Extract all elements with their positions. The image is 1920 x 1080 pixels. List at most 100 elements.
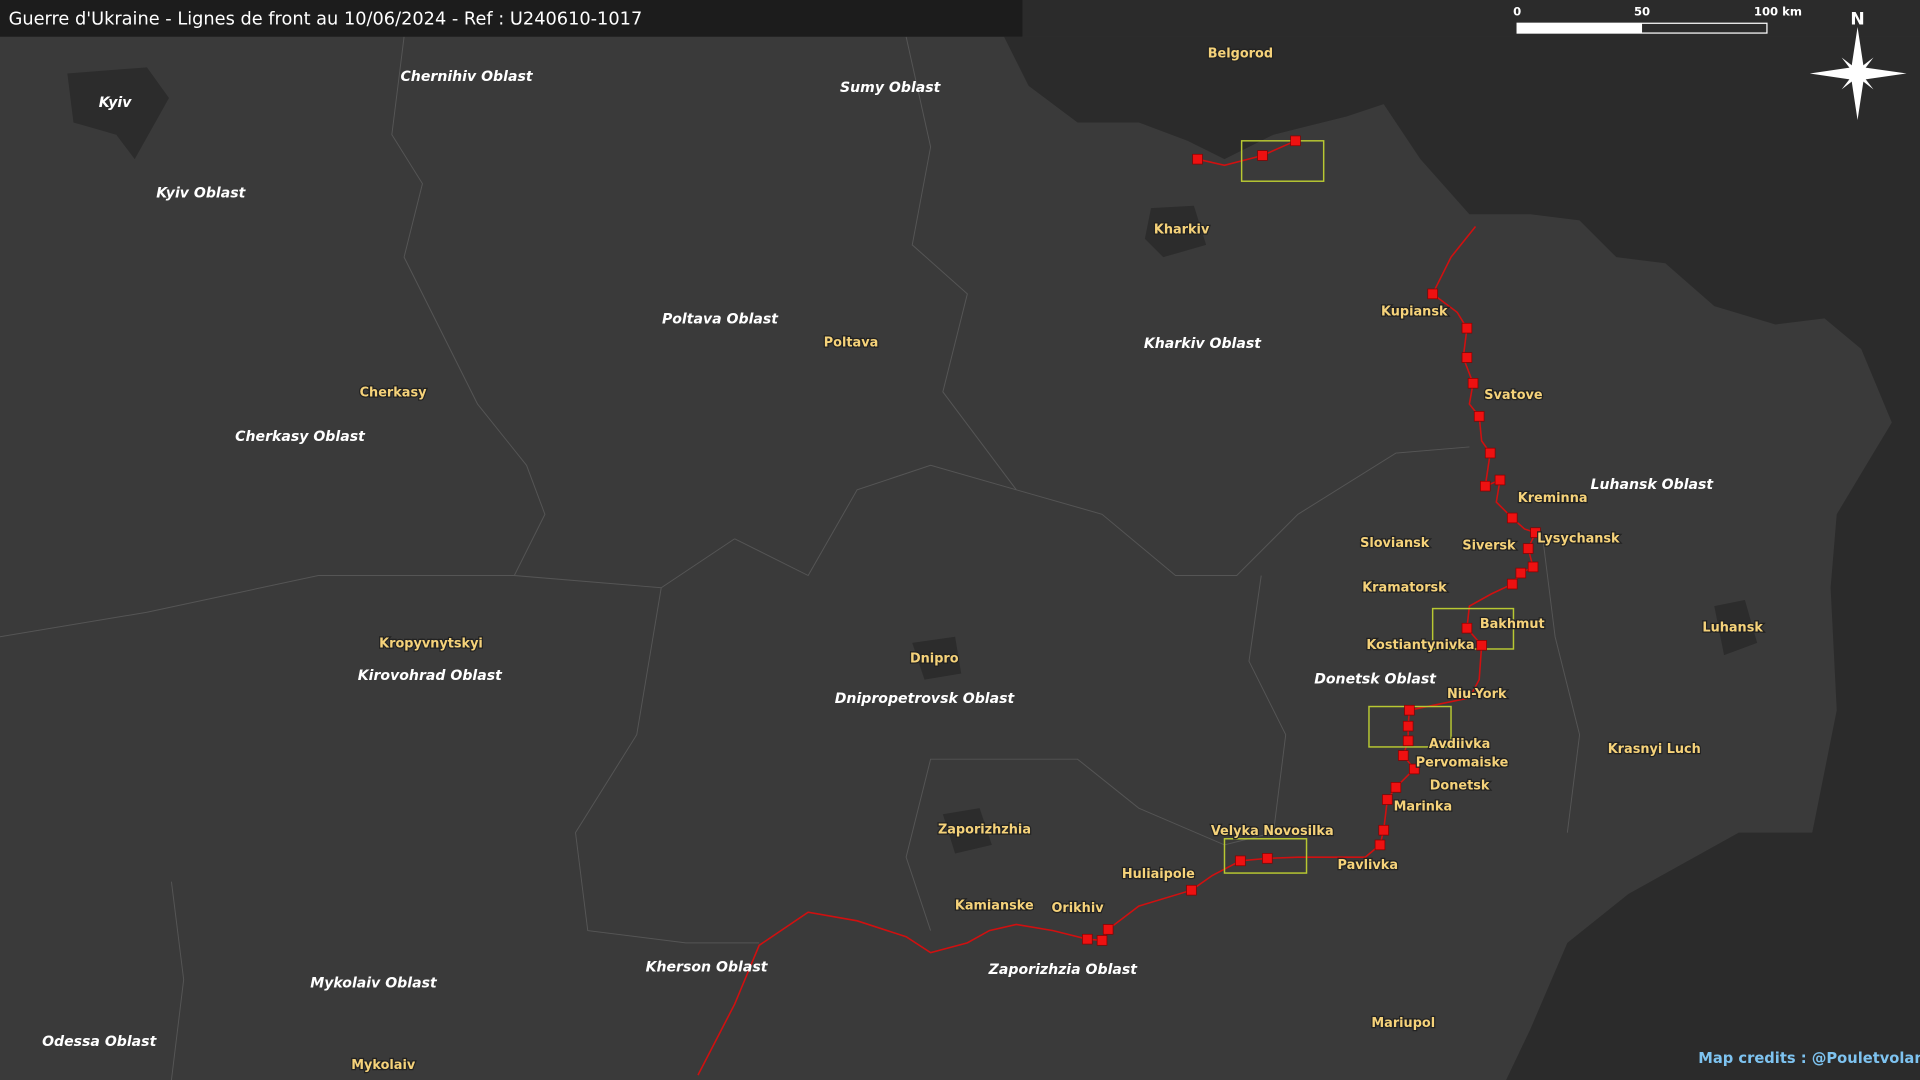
front-marker bbox=[1192, 153, 1203, 165]
oblast-label: Kharkiv Oblast bbox=[1144, 336, 1262, 352]
front-marker bbox=[1494, 474, 1506, 486]
city-label: Kharkiv bbox=[1154, 223, 1210, 238]
front-marker bbox=[1404, 704, 1415, 716]
city-label: Kupiansk bbox=[1381, 305, 1448, 320]
city-label: Velyka Novosilka bbox=[1211, 824, 1334, 839]
scale-bar-fill bbox=[1517, 23, 1643, 34]
title-bar-right bbox=[1022, 0, 1920, 37]
oblast-label: Chernihiv Oblast bbox=[400, 69, 533, 85]
city-label: Krasnyi Luch bbox=[1608, 742, 1701, 757]
city-label: Marinka bbox=[1394, 799, 1453, 814]
city-label: Pervomaiske bbox=[1416, 755, 1509, 770]
credits: Map credits : @Pouletvolant3 bbox=[1698, 1050, 1920, 1067]
front-marker bbox=[1506, 578, 1518, 590]
city-label: Zaporizhzhia bbox=[938, 823, 1031, 838]
front-marker bbox=[1186, 884, 1197, 896]
city-label: Svatove bbox=[1484, 388, 1543, 403]
city-label: Cherkasy bbox=[360, 386, 427, 401]
city-label: Dnipro bbox=[910, 651, 959, 666]
city-areas bbox=[67, 67, 1758, 854]
city-label: Siversk bbox=[1462, 539, 1516, 554]
front-marker bbox=[1390, 782, 1402, 793]
front-marker bbox=[1374, 839, 1386, 851]
title-bar bbox=[0, 0, 1023, 37]
front-marker bbox=[1515, 567, 1527, 579]
front-marker bbox=[1522, 543, 1534, 554]
front-marker bbox=[1262, 853, 1273, 864]
front-marker bbox=[1527, 561, 1539, 573]
city-label: Kamianske bbox=[955, 899, 1034, 914]
front-marker bbox=[1402, 720, 1414, 732]
front-marker bbox=[1467, 378, 1479, 389]
oblast-label: Luhansk Oblast bbox=[1591, 477, 1715, 493]
scale-label: 100 km bbox=[1754, 5, 1802, 19]
front-marker bbox=[1257, 150, 1268, 161]
city-label: Niu-York bbox=[1447, 687, 1507, 702]
front-marker bbox=[1461, 322, 1473, 334]
oblast-label: Zaporizhzia Oblast bbox=[988, 962, 1139, 978]
front-marker bbox=[1473, 411, 1485, 422]
front-marker bbox=[1382, 794, 1393, 805]
front-layer bbox=[697, 135, 1541, 1076]
city-label: Belgorod bbox=[1208, 46, 1273, 61]
russia-area bbox=[1004, 36, 1920, 1080]
north-label: N bbox=[1850, 10, 1864, 30]
front-marker bbox=[1402, 735, 1414, 747]
front-line bbox=[697, 226, 1537, 1076]
oblast-label: Donetsk Oblast bbox=[1314, 672, 1437, 688]
front-line bbox=[1197, 140, 1296, 167]
scale-label: 50 bbox=[1634, 5, 1650, 19]
oblast-label: Kirovohrad Oblast bbox=[358, 668, 503, 684]
front-marker bbox=[1082, 933, 1093, 945]
front-marker bbox=[1427, 288, 1438, 300]
city-label: Mykolaiv bbox=[351, 1058, 416, 1073]
city-label: Kropyvnytskyi bbox=[379, 637, 483, 652]
front-marker bbox=[1484, 447, 1496, 459]
front-marker bbox=[1461, 352, 1473, 363]
city-label: Mariupol bbox=[1371, 1016, 1435, 1031]
labels-layer: Chernihiv Oblast Sumy Oblast Kyiv Kyiv Obla… bbox=[42, 45, 1765, 1074]
city-label: Donetsk bbox=[1430, 779, 1490, 794]
oblast-label: Kherson Oblast bbox=[646, 959, 769, 975]
city-label: Pavlivka bbox=[1338, 858, 1399, 873]
front-marker bbox=[1235, 855, 1246, 867]
front-marker bbox=[1290, 135, 1301, 147]
focus-box bbox=[1223, 838, 1308, 874]
oblast-label: Mykolaiv Oblast bbox=[310, 975, 438, 991]
oblast-label: Kyiv Oblast bbox=[156, 185, 246, 201]
city-label: Kostiantynivka bbox=[1366, 638, 1474, 653]
city-label: Lysychansk bbox=[1537, 531, 1620, 546]
front-marker bbox=[1096, 935, 1108, 946]
front-marker bbox=[1530, 527, 1541, 538]
front-marker bbox=[1480, 480, 1491, 492]
oblast-label: Kyiv bbox=[99, 95, 132, 111]
front-marker bbox=[1506, 512, 1518, 524]
city-label: Orikhiv bbox=[1051, 901, 1104, 916]
front-marker bbox=[1398, 750, 1409, 761]
oblast-label: Dnipropetrovsk Oblast bbox=[835, 691, 1016, 707]
oblast-borders bbox=[0, 36, 1581, 1080]
front-marker bbox=[1476, 640, 1487, 651]
city-label: Luhansk bbox=[1702, 621, 1763, 636]
city-label: Sloviansk bbox=[1360, 536, 1430, 551]
city-label: Kramatorsk bbox=[1362, 580, 1447, 595]
oblast-label: Poltava Oblast bbox=[662, 312, 779, 328]
city-label: Avdiivka bbox=[1429, 737, 1490, 752]
front-marker bbox=[1378, 824, 1389, 836]
front-marker bbox=[1409, 763, 1420, 775]
oblast-label: Odessa Oblast bbox=[42, 1034, 158, 1050]
focus-box bbox=[1240, 140, 1325, 182]
title: Guerre d'Ukraine - Lignes de front au 10… bbox=[9, 10, 643, 30]
front-marker bbox=[1102, 924, 1114, 935]
focus-box bbox=[1431, 607, 1515, 650]
city-label: Bakhmut bbox=[1480, 617, 1545, 632]
city-label: Huliaipole bbox=[1122, 867, 1195, 882]
front-marker bbox=[1461, 622, 1473, 634]
oblast-label: Sumy Oblast bbox=[840, 80, 942, 96]
oblast-label: Cherkasy Oblast bbox=[235, 429, 366, 445]
city-label: Poltava bbox=[824, 335, 878, 350]
compass-star-diag bbox=[1841, 57, 1874, 90]
scale-label: 0 bbox=[1513, 5, 1521, 19]
